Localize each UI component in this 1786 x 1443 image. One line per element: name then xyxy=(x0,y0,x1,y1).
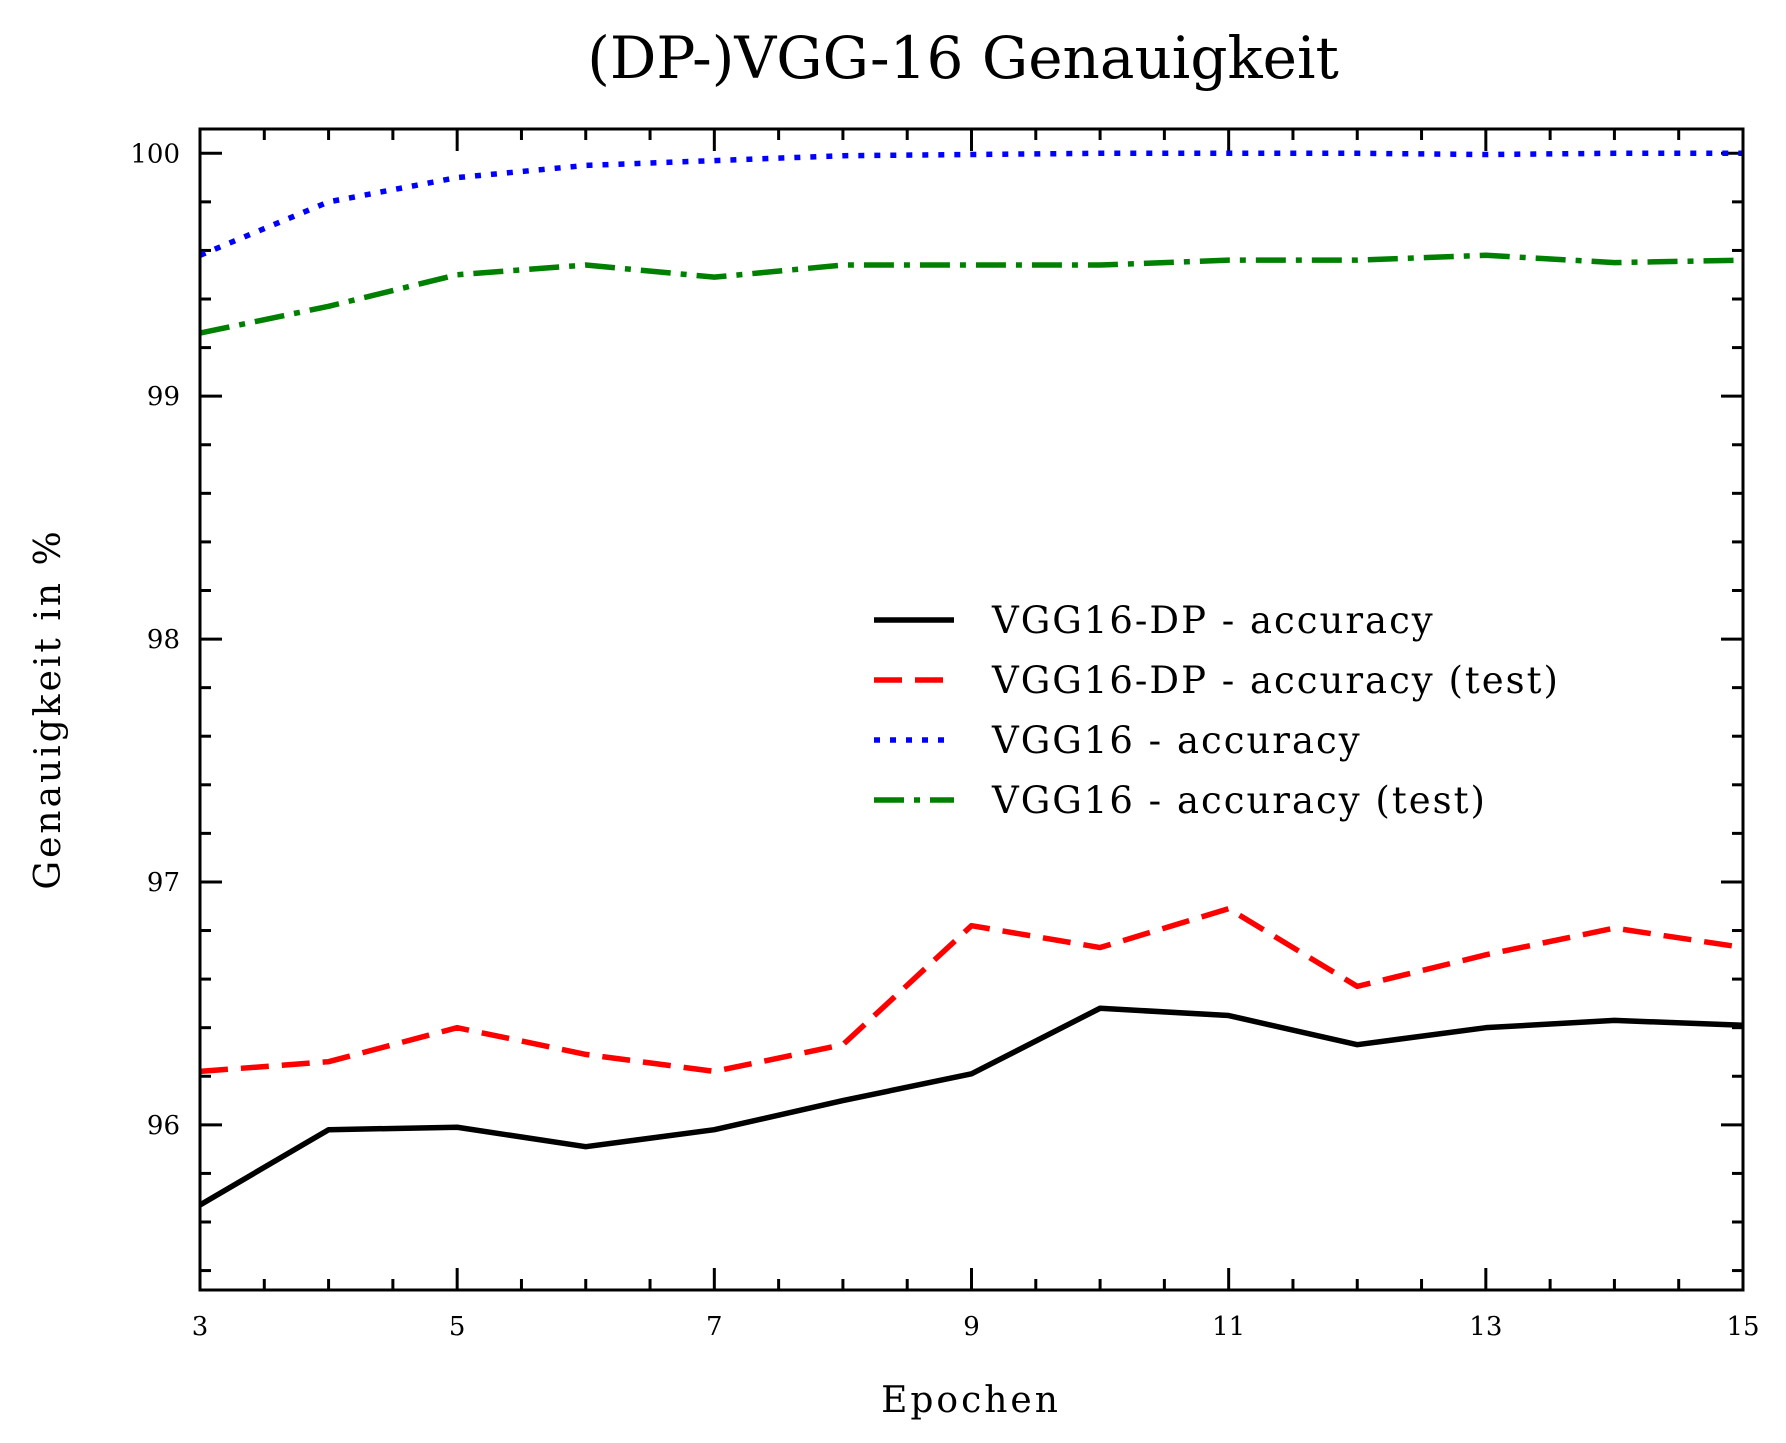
series-layer xyxy=(198,150,1744,1208)
series-line-1 xyxy=(198,1005,1744,1208)
y-tick-label: 100 xyxy=(130,139,180,169)
y-axis-label: Genauigkeit in % xyxy=(28,528,69,889)
y-tick-label: 98 xyxy=(147,625,180,655)
y-tick-label: 96 xyxy=(147,1111,180,1141)
chart-title: (DP-)VGG-16 Genauigkeit xyxy=(587,24,1339,92)
x-tick-label: 13 xyxy=(1469,1312,1502,1342)
series-line-2 xyxy=(199,905,1744,1075)
plot-frame xyxy=(198,127,1745,1292)
y-tick-label: 97 xyxy=(147,868,180,898)
tick-labels-layer: 3 5 7 9 11 13 15 96 97 98 99 100 xyxy=(130,139,1759,1342)
series-line-4 xyxy=(199,252,1744,336)
legend-label: VGG16-DP - accuracy xyxy=(991,599,1435,642)
x-tick-label: 3 xyxy=(192,1312,209,1342)
x-axis-label: Epochen xyxy=(881,1380,1061,1421)
series-line-3 xyxy=(198,150,1743,258)
x-tick-label: 11 xyxy=(1212,1312,1245,1342)
legend: VGG16-DP - accuracy VGG16-DP - accuracy (… xyxy=(874,599,1560,822)
x-tick-label: 15 xyxy=(1726,1312,1759,1342)
x-tick-label: 5 xyxy=(449,1312,466,1342)
ticks-layer xyxy=(198,129,1745,1290)
legend-label: VGG16 - accuracy xyxy=(991,719,1362,762)
legend-label: VGG16 - accuracy (test) xyxy=(991,779,1487,822)
y-tick-label: 99 xyxy=(147,382,180,412)
x-tick-label: 9 xyxy=(963,1312,980,1342)
x-tick-label: 7 xyxy=(706,1312,723,1342)
legend-label: VGG16-DP - accuracy (test) xyxy=(991,659,1560,702)
